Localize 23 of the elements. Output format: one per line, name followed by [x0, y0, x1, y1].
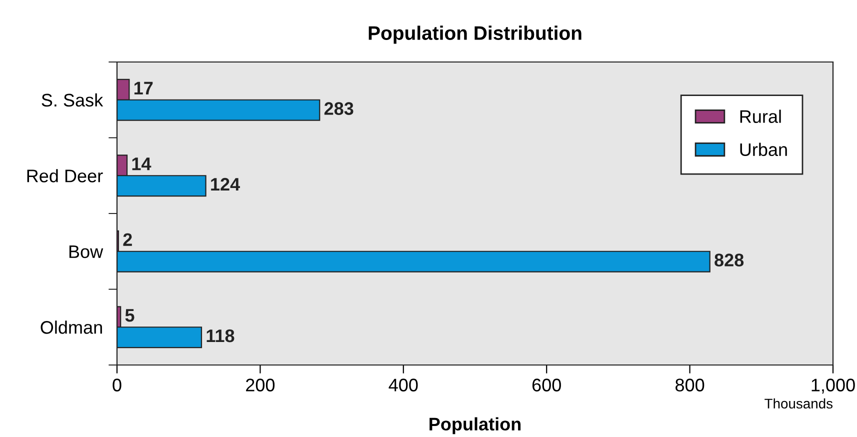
text: Thousands	[764, 398, 833, 409]
x-tick-label: 1,000	[812, 378, 855, 394]
x-tick-label: 400	[388, 378, 418, 392]
data-label: 17	[134, 82, 153, 94]
x-tick-label: 600	[532, 378, 561, 392]
x-tick-label: 0	[112, 378, 122, 392]
chart-title: Population Distribution	[368, 26, 582, 44]
y-tick-label: Oldman	[40, 320, 102, 334]
data-label: 124	[211, 178, 240, 191]
x-tick-label: 200	[246, 378, 275, 392]
y-tick-label: Bow	[69, 245, 104, 258]
legend-label: Urban	[740, 142, 787, 156]
data-label: 828	[714, 254, 744, 266]
data-label: 14	[132, 158, 152, 170]
legend-label: Rural	[740, 110, 781, 123]
x-axis-title: Population	[430, 417, 521, 434]
data-label: 5	[125, 309, 134, 322]
data-label: 2	[123, 233, 132, 246]
y-tick-label: Red Deer	[27, 169, 103, 182]
data-label: 118	[206, 329, 234, 342]
y-tick-label: S. Sask	[42, 93, 104, 107]
x-tick-label: 800	[676, 378, 704, 392]
data-label: 283	[324, 102, 354, 115]
